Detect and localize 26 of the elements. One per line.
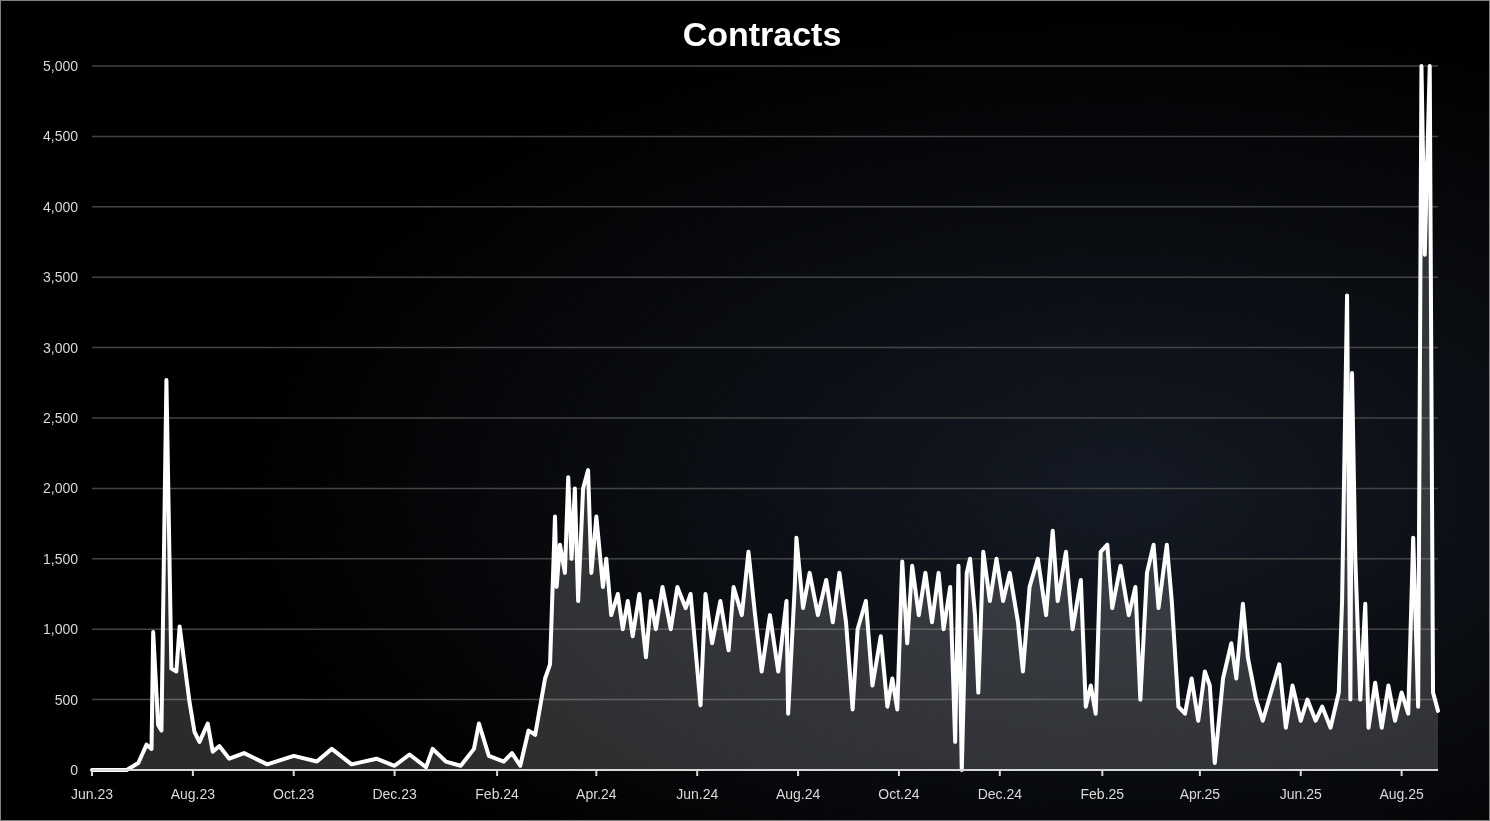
x-tick-label: Feb.25 — [1080, 786, 1125, 802]
x-tick-label: Aug.24 — [775, 786, 821, 802]
x-tick-label: Oct.23 — [273, 786, 315, 802]
x-tick-label: Jun.24 — [676, 786, 719, 802]
x-tick-label: Dec.24 — [977, 786, 1023, 802]
y-tick-label: 2,000 — [42, 480, 79, 497]
y-tick-label: 2,500 — [42, 410, 79, 426]
y-tick-label: 1,500 — [42, 550, 79, 567]
x-tick-label: Feb.24 — [475, 786, 520, 802]
y-tick-label: 1,000 — [42, 621, 79, 638]
y-tick-label: 0 — [70, 762, 79, 778]
x-tick-label: Jun.25 — [1279, 786, 1322, 802]
chart-title: Contracts — [682, 15, 842, 53]
x-tick-label: Aug.25 — [1379, 786, 1425, 802]
x-tick-label: Apr.24 — [576, 786, 617, 802]
x-tick-label: Dec.23 — [372, 786, 417, 802]
x-tick-label: Oct.24 — [878, 786, 920, 802]
x-tick-label: Jun.23 — [70, 786, 114, 802]
y-tick-label: 3,000 — [42, 339, 79, 356]
x-tick-label: Aug.23 — [170, 786, 216, 802]
y-tick-label: 5,000 — [42, 58, 79, 74]
y-tick-label: 4,000 — [42, 198, 79, 215]
y-tick-label: 4,500 — [42, 128, 79, 145]
y-tick-label: 500 — [54, 691, 79, 708]
y-tick-label: 3,500 — [42, 269, 79, 286]
x-tick-label: Apr.25 — [1179, 786, 1221, 802]
